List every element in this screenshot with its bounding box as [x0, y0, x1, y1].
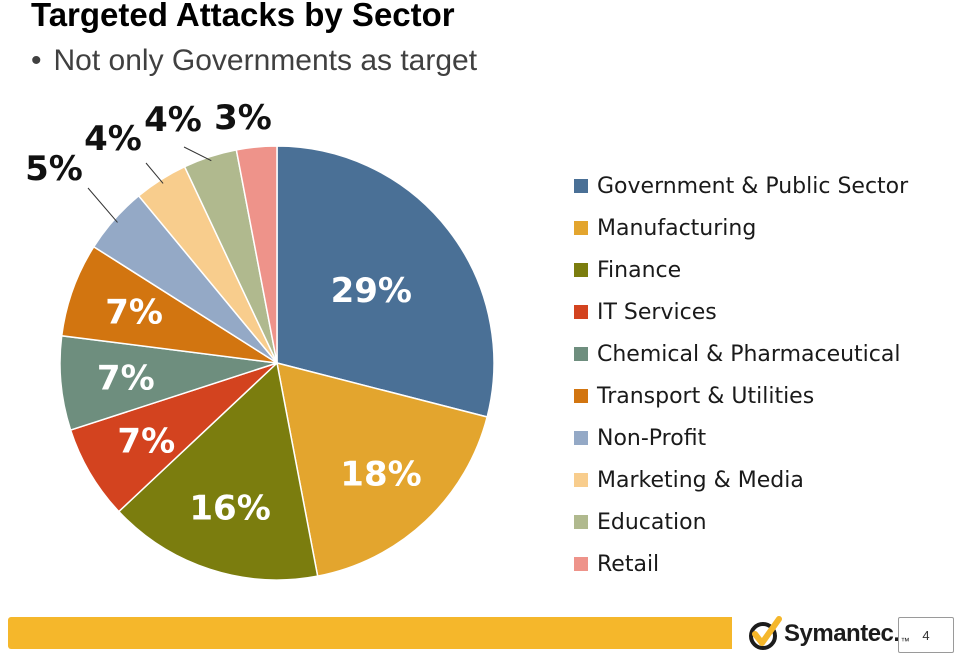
legend-item: Education	[574, 501, 908, 543]
legend-item: Marketing & Media	[574, 459, 908, 501]
legend-item: Finance	[574, 249, 908, 291]
legend-label: Transport & Utilities	[597, 383, 815, 409]
slice-label: 16%	[189, 489, 270, 529]
logo-tm: ™	[900, 636, 910, 646]
logo-text: Symantec.	[784, 620, 900, 647]
slide-bullet: • Not only Governments as target	[31, 44, 477, 78]
legend-swatch	[574, 389, 588, 403]
pie-slice	[235, 145, 278, 364]
pie-slice	[276, 145, 495, 418]
leader-line	[145, 162, 164, 184]
footer-bar	[8, 617, 732, 649]
legend-label: Education	[597, 509, 707, 535]
bullet-dot: •	[31, 44, 42, 77]
pie-slice	[117, 361, 319, 581]
symantec-logo: Symantec. ™	[748, 614, 910, 654]
legend-item: IT Services	[574, 291, 908, 333]
legend-swatch	[574, 305, 588, 319]
legend-item: Non-Profit	[574, 417, 908, 459]
slice-label: 5%	[25, 149, 83, 189]
legend-swatch	[574, 263, 588, 277]
legend-item: Retail	[574, 543, 908, 585]
page-number: 4	[898, 617, 954, 653]
leader-line	[87, 187, 118, 223]
slice-label: 7%	[97, 358, 155, 398]
legend-swatch	[574, 557, 588, 571]
legend-label: Finance	[597, 257, 682, 283]
legend-item: Chemical & Pharmaceutical	[574, 333, 908, 375]
slice-label: 29%	[331, 271, 412, 311]
legend-label: Non-Profit	[597, 425, 707, 451]
legend-swatch	[574, 221, 588, 235]
legend-item: Manufacturing	[574, 207, 908, 249]
leader-line	[183, 146, 212, 162]
slide-title: Targeted Attacks by Sector	[31, 0, 455, 33]
legend-swatch	[574, 179, 588, 193]
slice-label: 4%	[144, 100, 202, 140]
bullet-text: Not only Governments as target	[53, 44, 478, 77]
legend-swatch	[574, 347, 588, 361]
legend-swatch	[574, 515, 588, 529]
legend-swatch	[574, 431, 588, 445]
slice-label: 7%	[105, 293, 163, 333]
pie-slice	[276, 361, 489, 578]
legend-label: Marketing & Media	[597, 467, 804, 493]
legend-label: Retail	[597, 551, 660, 577]
legend-item: Government & Public Sector	[574, 165, 908, 207]
slice-label: 7%	[117, 421, 175, 461]
slice-label: 3%	[214, 98, 272, 138]
chart-legend: Government & Public Sector Manufacturing F…	[574, 165, 908, 585]
legend-label: Manufacturing	[597, 215, 757, 241]
slice-label: 4%	[84, 119, 142, 159]
legend-item: Transport & Utilities	[574, 375, 908, 417]
checkmark-icon	[749, 616, 782, 650]
legend-label: Government & Public Sector	[597, 173, 909, 199]
legend-label: IT Services	[597, 299, 717, 325]
legend-swatch	[574, 473, 588, 487]
slice-label: 18%	[340, 455, 421, 495]
legend-label: Chemical & Pharmaceutical	[597, 341, 901, 367]
